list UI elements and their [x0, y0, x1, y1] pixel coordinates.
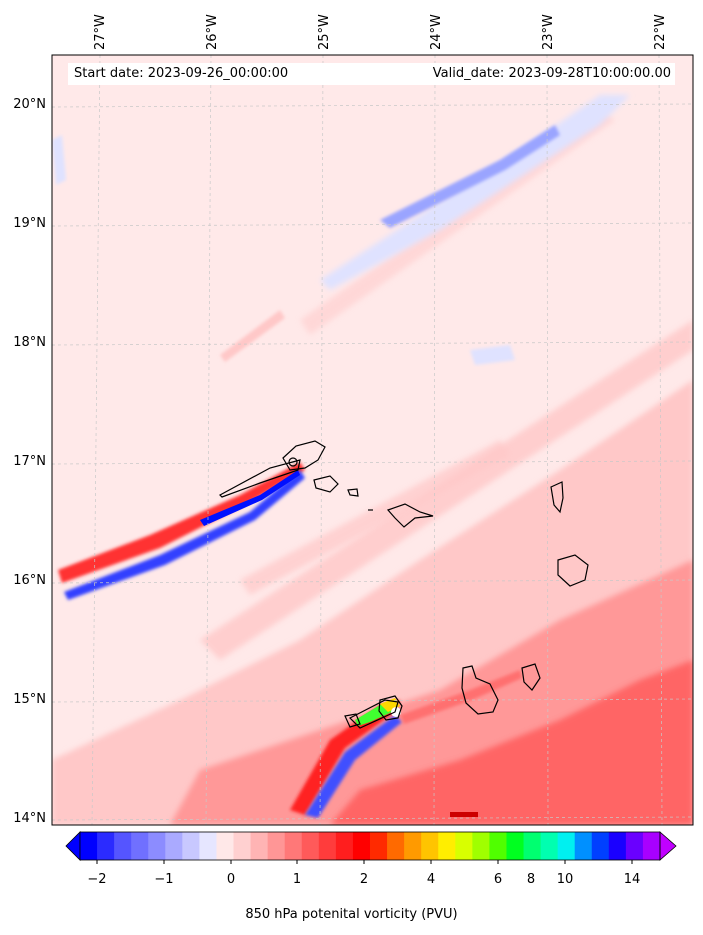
pv-light-blue-left [52, 135, 66, 185]
island-sao-nicolau [386, 503, 434, 528]
pv-strong-red-region [330, 660, 693, 825]
pv-streak-upper-2 [220, 310, 285, 362]
graticule [52, 55, 693, 825]
colorbar-segment [506, 832, 525, 860]
pv-light-blue-mid [470, 345, 515, 365]
pv-light-blue-band [320, 95, 630, 290]
lat-label: 15°N [13, 692, 46, 707]
colorbar-segment [625, 832, 644, 860]
colorbar-tick-label: 1 [292, 872, 302, 887]
colorbar-segment [97, 832, 115, 860]
lon-label: 27°W [93, 14, 108, 50]
colorbar-segment [455, 832, 473, 860]
info-header-box [68, 63, 675, 85]
colorbar-tick-label: 14 [623, 872, 641, 887]
lat-label: 20°N [13, 97, 46, 112]
lat-label: 16°N [13, 573, 46, 588]
colorbar-segment [489, 832, 507, 860]
colorbar-segment [523, 832, 542, 860]
island-maio [521, 663, 541, 691]
colorbar-border [79, 831, 661, 861]
pv-blue-core-west [200, 470, 300, 526]
colorbar-segment [370, 832, 388, 860]
colorbar-segment [404, 832, 422, 860]
island-santa-luzia [347, 488, 359, 497]
colorbar-tick-label: 4 [426, 872, 436, 887]
colorbar-segment [80, 832, 98, 860]
colorbar-segment [608, 832, 627, 860]
colorbar-segment [284, 832, 303, 860]
colorbar-segment [216, 832, 235, 860]
island-sal [550, 481, 564, 514]
pv-white-core [391, 707, 401, 717]
colorbar-segment [540, 832, 559, 860]
colorbar-segment [557, 832, 576, 860]
pv-streak-ne-2 [240, 440, 510, 595]
lat-label: 14°N [13, 811, 46, 826]
pv-streak-ne-1 [200, 320, 693, 660]
colorbar-segment [472, 832, 490, 860]
pv-contour-west [219, 459, 301, 498]
lat-label: 18°N [13, 335, 46, 350]
colorbar-segment [165, 832, 183, 860]
colorbar-segment [318, 832, 337, 860]
island-santiago [461, 665, 499, 715]
pv-blue-streak-west [64, 470, 305, 600]
lon-label: 26°W [205, 14, 220, 50]
lon-label: 24°W [429, 14, 444, 50]
coastlines [219, 440, 589, 729]
colorbar-tick-label: 6 [493, 872, 503, 887]
lon-label: 23°W [541, 14, 556, 50]
colorbar-tick-label: −2 [87, 872, 107, 887]
colorbar [65, 831, 677, 864]
colorbar-over-triangle [659, 831, 677, 861]
colorbar-tick-label: 2 [359, 872, 369, 887]
colorbar-segment [267, 832, 286, 860]
lon-label: 25°W [317, 14, 332, 50]
colorbar-segment [250, 832, 269, 860]
colorbar-tick-label: −1 [154, 872, 174, 887]
island-boa-vista [557, 554, 589, 587]
island-fogo [378, 695, 403, 721]
pv-blue-band [380, 125, 560, 228]
colorbar-segment [591, 832, 610, 860]
colorbar-segment [335, 832, 354, 860]
colorbar-segment [352, 832, 371, 860]
pv-red-mark-bottom [450, 812, 478, 817]
colorbar-segment [148, 832, 166, 860]
colorbar-segment [233, 832, 252, 860]
valid-date-label: Valid_date: 2023-09-28T10:00:00.00 [432, 66, 671, 81]
map-plot-area [52, 55, 693, 825]
colorbar-under-triangle [65, 831, 81, 861]
lon-label: 22°W [653, 14, 668, 50]
island-brava [344, 713, 361, 728]
colorbar-tick-label: 8 [526, 872, 536, 887]
island-sao-vicente [313, 475, 339, 493]
pv-red-streak-west [58, 462, 305, 583]
pv-blue-streak-south [305, 715, 402, 818]
colorbar-segment [642, 832, 661, 860]
colorbar-segment [114, 832, 132, 860]
colorbar-segment [421, 832, 439, 860]
colorbar-segment [387, 832, 405, 860]
colorbar-tick-label: 10 [556, 872, 574, 887]
colorbar-segment [438, 832, 456, 860]
colorbar-segment [199, 832, 217, 860]
lat-label: 17°N [13, 454, 46, 469]
island-santo-antao [282, 440, 326, 471]
colorbar-tick-label: 0 [226, 872, 236, 887]
colorbar-caption: 850 hPa potenital vorticity (PVU) [245, 907, 458, 922]
pv-contour-south [348, 699, 399, 729]
pv-red-streak-south-2 [400, 670, 522, 724]
colorbar-segment [301, 832, 320, 860]
colorbar-segment [574, 832, 593, 860]
start-date-label: Start date: 2023-09-26_00:00:00 [74, 66, 289, 81]
pv-red-streak-south [290, 700, 400, 815]
colorbar-segment [182, 832, 200, 860]
map-frame [51, 54, 694, 826]
colorbar-segment [131, 832, 149, 860]
lat-label: 19°N [13, 216, 46, 231]
